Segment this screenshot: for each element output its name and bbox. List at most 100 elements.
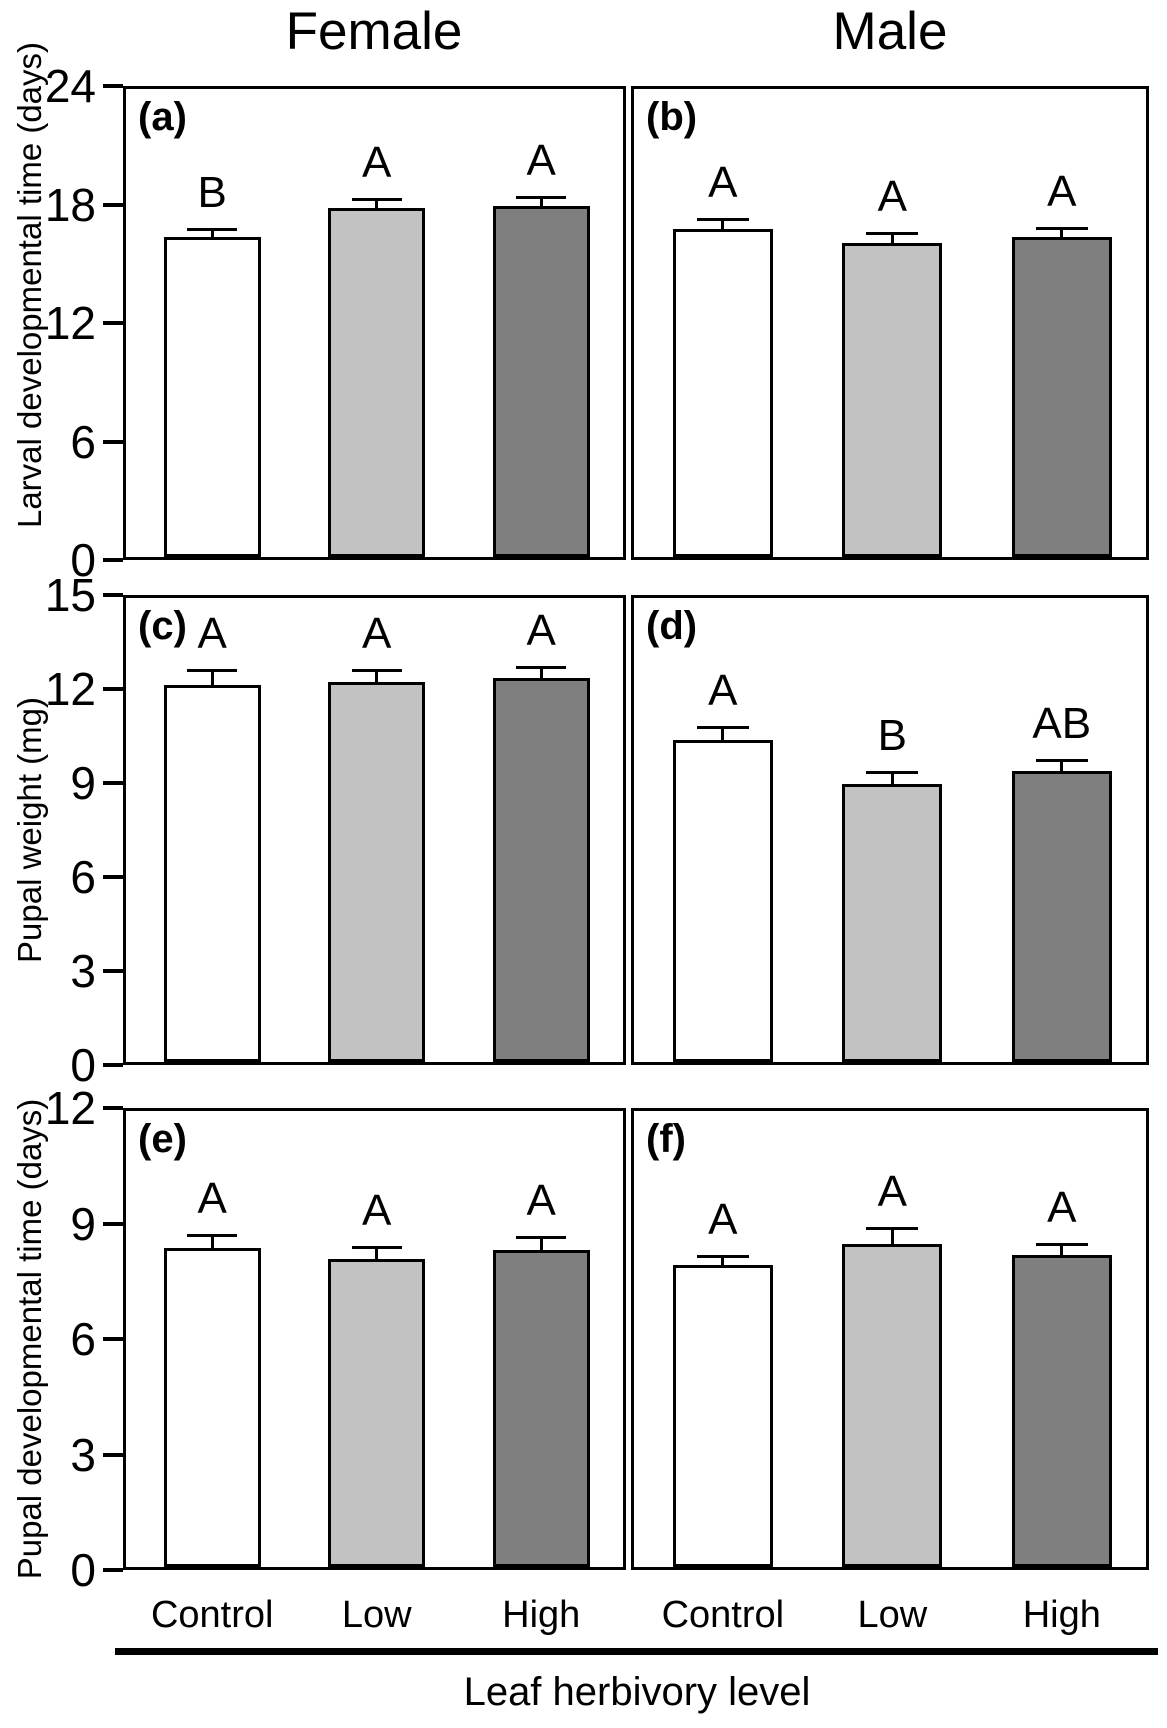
y-tick-label: 0 <box>70 1039 96 1091</box>
error-bar-stem <box>721 726 725 742</box>
y-tick-label: 12 <box>44 1082 96 1134</box>
y-tick-label: 3 <box>70 945 96 997</box>
y-tick-mark <box>103 781 123 785</box>
error-bar-stem <box>375 1245 379 1261</box>
chart-panel-f: (f) A A A <box>631 1108 1149 1570</box>
error-bar-stem <box>375 669 379 683</box>
bar-low <box>328 207 426 557</box>
error-bar-stem <box>210 1233 214 1249</box>
x-axis-title: Leaf herbivory level <box>463 1670 811 1714</box>
error-bar-cap <box>351 198 402 202</box>
bar-low <box>328 1259 426 1567</box>
bar-high <box>1011 237 1112 557</box>
error-bar-stem <box>375 198 379 209</box>
y-tick-label: 24 <box>44 60 96 112</box>
panel-letter: (e) <box>138 1117 187 1161</box>
error-bar-cap <box>1035 1242 1088 1246</box>
y-tick-label: 12 <box>44 663 96 715</box>
error-bar-stem <box>1060 1242 1064 1257</box>
significance-letter: AB <box>1032 698 1092 748</box>
significance-letter: A <box>197 609 227 659</box>
significance-letter: A <box>877 1166 907 1216</box>
y-tick-label: 9 <box>70 1197 96 1250</box>
bar-control <box>163 684 261 1062</box>
y-tick-label: 15 <box>44 569 96 621</box>
x-tick-label: High <box>1022 1594 1101 1636</box>
chart-panel-c: (c) A A A <box>123 595 626 1065</box>
error-bar-stem <box>539 1236 543 1251</box>
column-title-female: Female <box>285 2 463 61</box>
chart-panel-a: (a) B A A <box>123 86 626 560</box>
y-tick-mark <box>103 84 123 88</box>
y-tick-mark <box>103 969 123 973</box>
significance-letter: A <box>362 609 392 659</box>
error-bar-cap <box>1035 227 1088 231</box>
significance-letter: A <box>526 1176 556 1226</box>
bar-control <box>672 1264 773 1567</box>
panel-letter: (a) <box>138 95 187 139</box>
x-tick-label: High <box>502 1594 581 1636</box>
chart-panel-d: (d) A B AB <box>631 595 1149 1065</box>
y-tick-mark <box>103 687 123 691</box>
bar-high <box>492 678 590 1062</box>
error-bar-cap <box>1035 758 1088 762</box>
significance-letter: B <box>877 711 907 761</box>
significance-letter: A <box>362 1185 392 1235</box>
significance-letter: A <box>526 136 556 186</box>
error-bar-cap <box>696 726 749 730</box>
significance-letter: B <box>197 168 227 218</box>
y-axis-title: Larval developmental time (days) <box>11 41 48 529</box>
significance-letter: A <box>708 157 738 207</box>
error-bar-cap <box>187 1233 238 1237</box>
bar-high <box>1011 771 1112 1062</box>
y-tick-label: 6 <box>70 1313 96 1365</box>
bar-high <box>492 206 590 557</box>
x-tick-label: Low <box>857 1594 928 1636</box>
y-tick-mark <box>103 1221 123 1226</box>
error-bar-cap <box>866 771 919 775</box>
error-bar-stem <box>890 232 894 245</box>
panel-letter: (f) <box>646 1117 686 1161</box>
panel-letter: (b) <box>646 95 698 139</box>
error-bar-cap <box>516 196 567 200</box>
bar-control <box>163 237 261 557</box>
error-bar-cap <box>351 1245 402 1249</box>
error-bar-stem <box>721 1255 725 1266</box>
error-bar-cap <box>516 1236 567 1240</box>
bar-low <box>842 243 943 557</box>
error-bar-cap <box>351 669 402 673</box>
y-tick-mark <box>103 1063 123 1067</box>
error-bar-stem <box>890 1226 894 1245</box>
panel-letter: (c) <box>138 604 187 648</box>
error-bar-stem <box>721 217 725 231</box>
chart-panel-b: (b) A A A <box>631 86 1149 560</box>
y-tick-label: 6 <box>70 415 96 468</box>
bar-control <box>672 229 773 557</box>
column-title-male: Male <box>832 2 948 61</box>
significance-letter: A <box>362 138 392 188</box>
error-bar-stem <box>210 228 214 239</box>
y-tick-label: 6 <box>70 851 96 903</box>
chart-panel-e: (e) A A A <box>123 1108 626 1570</box>
y-tick-mark <box>103 202 123 207</box>
error-bar-cap <box>516 666 567 670</box>
error-bar-stem <box>1060 227 1064 239</box>
y-tick-label: 3 <box>70 1428 96 1481</box>
y-tick-mark <box>103 321 123 325</box>
bar-high <box>1011 1255 1112 1567</box>
significance-letter: A <box>708 1195 738 1245</box>
panel-letter: (d) <box>646 604 698 648</box>
error-bar-cap <box>696 1255 749 1259</box>
y-tick-mark <box>103 558 123 562</box>
bar-control <box>672 740 773 1062</box>
bar-low <box>842 1244 943 1567</box>
x-tick-label: Control <box>150 1594 274 1636</box>
bar-control <box>163 1247 261 1567</box>
y-axis-title: Pupal weight (mg) <box>11 697 48 963</box>
error-bar-cap <box>866 232 919 236</box>
y-tick-mark <box>103 439 123 444</box>
error-bar-cap <box>187 228 238 232</box>
x-tick-label: Control <box>661 1594 785 1636</box>
error-bar-stem <box>539 666 543 680</box>
error-bar-stem <box>210 669 214 686</box>
